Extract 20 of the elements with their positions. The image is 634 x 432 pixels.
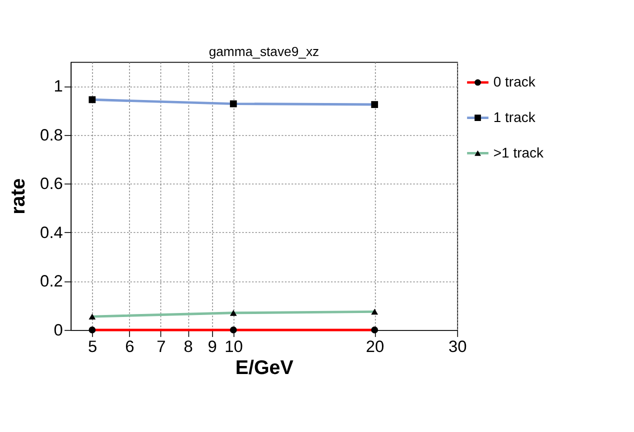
x-tick-label: 7 — [156, 338, 166, 356]
y-tick-label: 0.6 — [40, 175, 63, 194]
legend-label: >1 track — [493, 144, 544, 160]
x-tick-label: 30 — [448, 338, 467, 356]
chart-title: gamma_stave9_xz — [208, 44, 320, 60]
x-tick-label: 5 — [88, 338, 98, 356]
y-axis-title: rate — [7, 178, 30, 214]
x-tick-label: 8 — [184, 338, 193, 356]
y-tick-label: 0 — [54, 321, 63, 340]
x-axis-title: E/GeV — [235, 356, 294, 379]
x-tick-label: 9 — [208, 338, 217, 356]
y-tick-label: 0.4 — [40, 224, 63, 242]
x-tick-label: 6 — [125, 338, 134, 356]
legend-label: 1 track — [493, 108, 536, 125]
y-tick-label: 0.8 — [40, 126, 63, 144]
legend-label: 0 track — [493, 74, 536, 90]
x-tick-label: 20 — [366, 338, 384, 356]
y-tick-label: 1 — [54, 78, 63, 96]
y-tick-label: 0.2 — [40, 272, 63, 291]
x-tick-label: 10 — [224, 338, 243, 356]
